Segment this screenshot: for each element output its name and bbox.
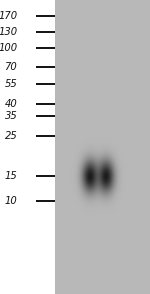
Text: 25: 25	[4, 131, 17, 141]
Text: 130: 130	[0, 27, 17, 37]
Text: 10: 10	[4, 196, 17, 206]
Text: 15: 15	[4, 171, 17, 181]
Bar	[0, 0, 55, 294]
Bar	[55, 0, 150, 294]
Text: 40: 40	[4, 99, 17, 109]
Text: 70: 70	[4, 62, 17, 72]
Text: 170: 170	[0, 11, 17, 21]
Text: 55: 55	[4, 79, 17, 89]
Text: 35: 35	[4, 111, 17, 121]
Text: 100: 100	[0, 43, 17, 53]
